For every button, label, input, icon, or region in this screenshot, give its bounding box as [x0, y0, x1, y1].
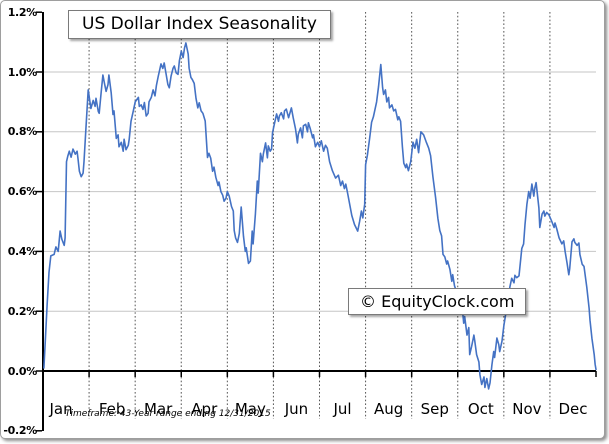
month-label: May: [234, 400, 266, 418]
y-tick-label: 0.0%: [7, 364, 38, 378]
month-label: Dec: [558, 400, 588, 418]
month-label: Nov: [512, 400, 542, 418]
chart-title-box: US Dollar Index Seasonality: [68, 10, 331, 39]
month-label: Sep: [420, 400, 449, 418]
y-tick-label: -0.2%: [3, 424, 37, 438]
watermark-box: © EquityClock.com: [348, 288, 527, 315]
y-tick-label: 0.4%: [7, 244, 38, 258]
watermark-text: © EquityClock.com: [360, 292, 515, 311]
month-label: Jun: [284, 400, 309, 418]
timeframe-note: Timeframe: 43-Year range ending 12/31/20…: [65, 409, 271, 419]
month-label: Feb: [98, 400, 126, 418]
month-label: Aug: [373, 400, 404, 418]
y-tick-label: 0.2%: [7, 304, 38, 318]
month-label: Oct: [467, 400, 494, 418]
month-label: Apr: [191, 400, 218, 418]
y-tick-label: 1.0%: [7, 65, 38, 79]
month-label: Mar: [144, 400, 173, 418]
seasonality-series-line: [43, 42, 597, 390]
month-label: Jul: [333, 400, 352, 418]
chart-title: US Dollar Index Seasonality: [82, 14, 317, 34]
y-tick-label: 0.6%: [7, 185, 38, 199]
y-tick-label: 1.2%: [7, 5, 38, 19]
y-tick-label: 0.8%: [7, 125, 38, 139]
month-label: Jan: [49, 400, 73, 418]
